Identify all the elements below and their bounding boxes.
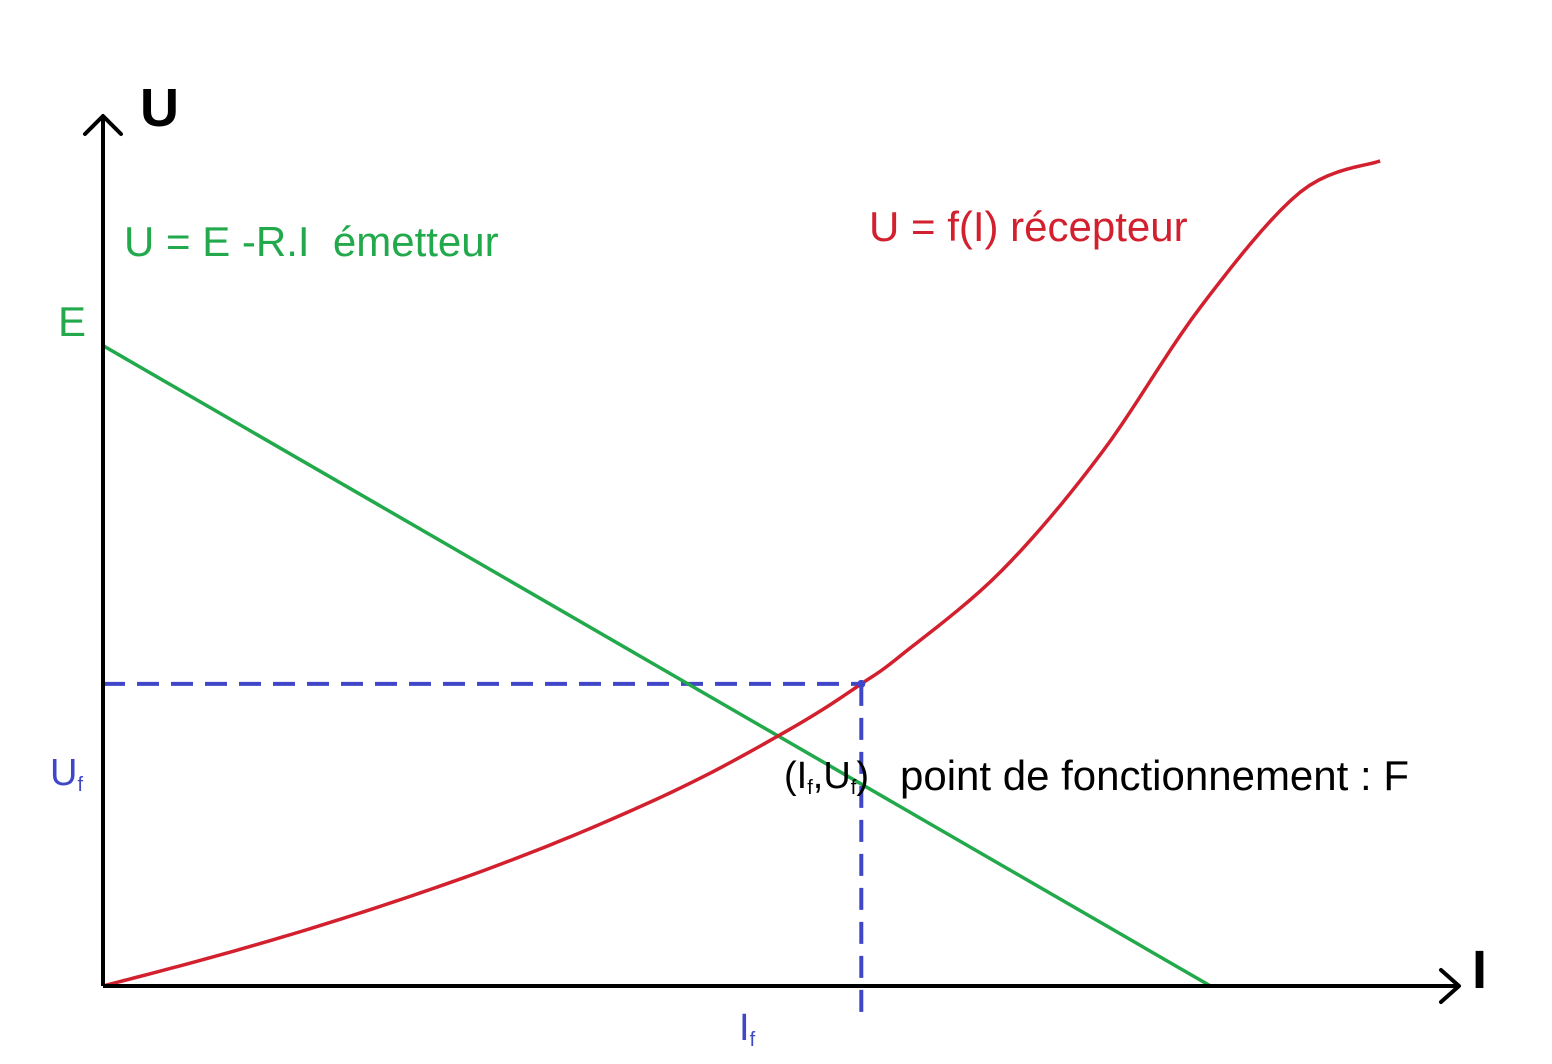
operating-point-marker [857, 679, 866, 688]
y-tick-label-e: E [58, 298, 86, 345]
emitter-label: U = E -R.I émetteur [124, 218, 499, 265]
receiver-label: U = f(I) récepteur [869, 203, 1188, 250]
x-axis-arrow-icon [1439, 968, 1461, 1004]
x-tick-label-if: If [739, 1007, 756, 1051]
operating-point-coords: (If,Uf) [784, 755, 869, 799]
y-tick-label-uf: Uf [50, 752, 83, 796]
emitter-line [102, 344, 1212, 988]
x-axis-label: I [1472, 940, 1487, 1000]
y-axis-label: U [140, 78, 179, 138]
receiver-curve [102, 159, 1381, 988]
y-axis-arrow-icon [83, 114, 123, 136]
operating-point-label: point de fonctionnement : F [900, 752, 1409, 799]
